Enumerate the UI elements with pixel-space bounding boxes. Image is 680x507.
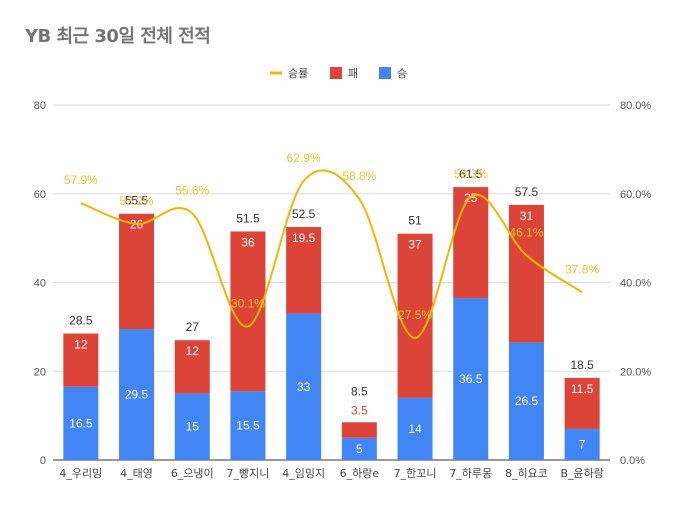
bar-win — [230, 391, 266, 460]
bar-win-label: 15 — [186, 420, 200, 434]
win-rate-label: 30.1% — [231, 296, 265, 310]
legend-label-rate: 승률 — [288, 67, 308, 80]
bar-loss — [174, 340, 210, 394]
bar-total-label: 27 — [186, 320, 200, 334]
bar-total-label: 51 — [408, 214, 422, 228]
x-tick-label: 4_임밍지 — [282, 467, 325, 480]
y-left-tick: 0 — [40, 455, 46, 467]
win-rate-label: 53.2% — [120, 194, 154, 208]
bar-total-label: 8.5 — [351, 384, 368, 398]
bar-loss — [119, 213, 155, 330]
bar-win — [286, 313, 322, 460]
bar-loss — [564, 377, 600, 429]
bar-total-label: 61.5 — [459, 167, 483, 181]
x-tick-label: 6_하랑e — [340, 466, 380, 480]
win-rate-label: 62.9% — [287, 151, 321, 165]
bar-win — [564, 428, 600, 460]
y-left-tick: 40 — [34, 278, 46, 290]
y-left-tick: 20 — [34, 366, 46, 378]
bar-loss — [286, 227, 322, 314]
win-rate-label: 27.5% — [398, 308, 432, 322]
x-tick-label: B_윤하랑 — [560, 466, 603, 480]
bar-total-label: 52.5 — [292, 207, 316, 221]
legend-swatch-loss — [330, 67, 342, 79]
win-rate-label: 46.1% — [509, 225, 543, 239]
bar-total-label: 55.5 — [125, 194, 149, 208]
bar-loss — [508, 204, 544, 343]
legend-swatch-win — [379, 67, 391, 79]
bar-win-label: 14 — [408, 422, 422, 436]
bar-win — [63, 386, 99, 460]
bar-win — [453, 298, 489, 460]
legend-label-win: 승 — [397, 67, 407, 80]
win-rate-label: 58.8% — [342, 169, 376, 183]
bar-loss-label: 12 — [186, 344, 200, 358]
bar-win — [341, 437, 377, 460]
bar-win — [119, 329, 155, 460]
bar-loss-label: 11.5 — [571, 382, 594, 396]
x-tick-label: 4_태영 — [120, 467, 153, 480]
bar-total-label: 28.5 — [69, 314, 93, 328]
x-tick-label: 7_빵지니 — [227, 467, 270, 480]
bar-win-label: 29.5 — [125, 388, 149, 402]
bar-loss — [397, 233, 433, 398]
x-tick-label: 6_으냉이 — [171, 467, 214, 480]
chart-title: YB 최근 30일 전체 전적 — [25, 26, 211, 47]
bar-loss — [341, 422, 377, 438]
bar-win-label: 7 — [579, 437, 586, 451]
bar-win-label: 5 — [356, 442, 363, 456]
y-left-tick: 80 — [34, 100, 46, 112]
win-rate-line — [80, 169, 583, 339]
win-rate-label: 55.6% — [175, 183, 209, 197]
y-right-tick: 80.0% — [620, 100, 651, 112]
x-tick-label: 7_한꼬니 — [394, 467, 437, 480]
y-right-tick: 40.0% — [620, 278, 651, 290]
bar-win-label: 15.5 — [236, 419, 260, 433]
bar-loss-label: 3.5 — [351, 403, 368, 417]
bar-total-label: 18.5 — [570, 358, 594, 372]
win-rate-label: 59.3% — [454, 167, 488, 181]
bar-win-label: 26.5 — [515, 394, 539, 408]
bar-loss-label: 31 — [520, 209, 534, 223]
y-right-tick: 0.0% — [620, 455, 645, 467]
bar-win-label: 36.5 — [459, 372, 483, 386]
win-rate-label: 37.8% — [565, 262, 599, 276]
bar-total-label: 57.5 — [515, 185, 539, 199]
x-tick-label: 4_우리밍 — [59, 467, 102, 480]
bar-win — [508, 342, 544, 460]
y-left-tick: 60 — [34, 189, 46, 201]
x-tick-label: 7_하루몽 — [449, 466, 492, 480]
bar-loss — [63, 333, 99, 387]
bar-win-label: 33 — [297, 380, 311, 394]
y-right-tick: 20.0% — [620, 366, 651, 378]
bar-win — [397, 397, 433, 460]
bar-loss-label: 19.5 — [292, 231, 316, 245]
bar-total-label: 51.5 — [236, 211, 260, 225]
bar-loss — [230, 231, 266, 392]
bar-loss-label: 12 — [74, 338, 88, 352]
bar-loss-label: 36 — [241, 235, 255, 249]
bar-win-label: 16.5 — [69, 416, 93, 430]
bar-loss — [453, 187, 489, 299]
x-tick-label: 8_히요코 — [505, 466, 548, 480]
legend-label-loss: 패 — [348, 67, 358, 80]
bar-win — [174, 393, 210, 460]
win-rate-label: 57.9% — [64, 173, 98, 187]
y-right-tick: 60.0% — [620, 189, 651, 201]
bar-loss-label: 37 — [408, 238, 422, 252]
